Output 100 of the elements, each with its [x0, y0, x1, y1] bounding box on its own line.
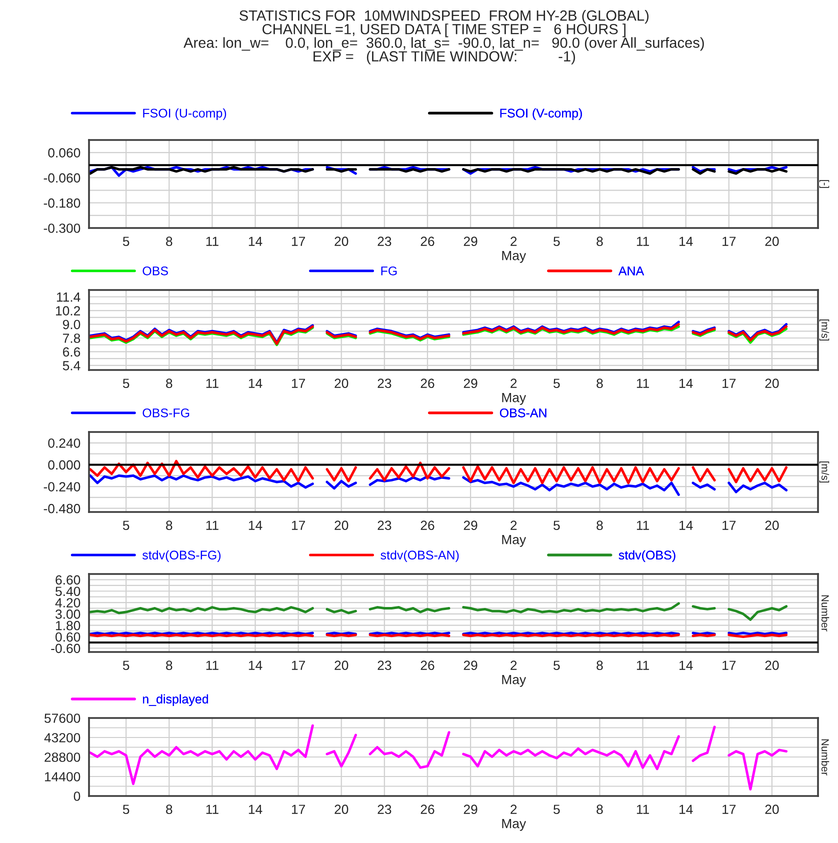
chart-title: STATISTICS FOR 10MWINDSPEED FROM HY-2B (GLOBAL) CHANNEL =1, USED DATA [ TIME STEP = 6 HOURS ] Area: lon_w= 0.0, lon_e= 360.0, lat_s= -90.0, lat_n= 90.0 (over All_surfaces) EXP = (LAST TIME WINDOW: -1)	[184, 10, 704, 64]
x-tick-label: 17	[292, 660, 305, 670]
y-tick-label: 57600	[44, 714, 80, 723]
legend-label: stdv(OBS-AN)	[380, 550, 459, 562]
x-tick-label: 20	[765, 804, 779, 814]
y-axis-title: Number	[821, 739, 830, 776]
x-tick-label: 17	[722, 520, 736, 530]
x-tick-label: 29	[464, 236, 478, 246]
x-tick-label: 20	[765, 660, 779, 670]
y-axis-title: [m/s]	[819, 461, 830, 483]
y-tick-label: 3.00	[55, 610, 80, 619]
x-tick-label: 11	[206, 236, 218, 246]
x-tick-label: 5	[554, 804, 560, 814]
y-tick-label: -0.60	[51, 644, 80, 654]
x-tick-label: 11	[636, 804, 649, 814]
y-axis-title: [-]	[819, 180, 830, 188]
y-tick-label: 0	[74, 792, 80, 801]
x-tick-label: 23	[378, 378, 392, 388]
x-tick-label: 11	[206, 660, 218, 670]
legend-label: FSOI (V-comp)	[500, 108, 582, 120]
y-tick-label: 5.4	[62, 361, 80, 370]
y-tick-label: 43200	[44, 733, 80, 742]
y-tick-label: -0.480	[44, 504, 80, 514]
y-tick-label: 11.4	[56, 292, 80, 302]
x-tick-label: 20	[334, 804, 348, 814]
y-tick-label: -0.300	[44, 224, 80, 233]
x-tick-label: 17	[292, 520, 305, 530]
x-tick-label: 11	[636, 520, 649, 530]
x-tick-label: 26	[420, 660, 434, 670]
x-tick-label: 11	[206, 804, 218, 814]
y-tick-label: 14400	[44, 772, 80, 782]
x-tick-label: 8	[166, 236, 172, 246]
y-tick-label: -0.240	[44, 482, 80, 492]
x-tick-label: 14	[680, 378, 693, 388]
x-tick-label: 8	[166, 804, 172, 814]
x-tick-label: 5	[122, 236, 130, 246]
x-tick-label: 20	[765, 236, 779, 246]
y-tick-label: 7.8	[63, 334, 80, 343]
x-tick-label: 20	[765, 378, 779, 388]
x-tick-label: 8	[596, 660, 603, 670]
x-tick-label: 5	[554, 660, 560, 670]
x-tick-label: 29	[464, 520, 478, 530]
x-tick-label: 2 May	[502, 520, 526, 547]
x-tick-label: 17	[722, 660, 736, 670]
x-tick-label: 14	[680, 660, 693, 670]
x-tick-label: 5	[554, 378, 560, 388]
x-tick-label: 5	[122, 520, 130, 530]
x-tick-label: 14	[680, 520, 693, 530]
x-tick-label: 20	[334, 236, 348, 246]
y-tick-label: 6.6	[62, 347, 80, 357]
x-tick-label: 23	[378, 236, 392, 246]
legend-label: stdv(OBS)	[618, 550, 676, 562]
x-tick-label: 20	[334, 378, 348, 388]
x-tick-label: 29	[464, 378, 478, 388]
y-tick-label: 4.20	[55, 598, 80, 608]
x-tick-label: 17	[292, 236, 305, 246]
x-tick-label: 14	[680, 804, 693, 814]
x-tick-label: 8	[596, 378, 603, 388]
x-tick-label: 5	[554, 520, 560, 530]
x-tick-label: 23	[378, 660, 392, 670]
x-tick-label: 14	[248, 660, 262, 670]
x-tick-label: 26	[420, 520, 434, 530]
x-tick-label: 29	[464, 660, 478, 670]
x-tick-label: 2 May	[502, 236, 526, 263]
legend-label: FSOI (U-comp)	[143, 108, 226, 120]
x-tick-label: 23	[378, 804, 392, 814]
x-tick-label: 5	[122, 378, 130, 388]
x-tick-label: 17	[292, 804, 305, 814]
x-tick-label: 11	[206, 378, 218, 388]
y-tick-label: 10.2	[56, 306, 80, 316]
x-tick-label: 26	[420, 378, 434, 388]
y-tick-label: -0.060	[44, 173, 80, 183]
y-tick-label: 9.0	[62, 320, 80, 330]
x-tick-label: 2 May	[502, 660, 526, 687]
x-tick-label: 8	[166, 660, 172, 670]
x-tick-label: 8	[166, 520, 172, 530]
legend-label: n_displayed	[142, 694, 208, 706]
y-tick-label: 5.40	[56, 586, 80, 596]
x-tick-label: 14	[248, 236, 262, 246]
legend-label: ANA	[618, 266, 644, 276]
x-tick-label: 17	[722, 236, 736, 246]
y-tick-label: 0.60	[56, 632, 80, 642]
x-tick-label: 8	[596, 236, 603, 246]
legend-label: OBS-FG	[142, 408, 190, 418]
y-axis-title: Number	[821, 595, 830, 632]
y-tick-label: -0.180	[44, 198, 80, 208]
x-tick-label: 11	[636, 236, 649, 246]
x-tick-label: 23	[378, 520, 392, 530]
x-tick-label: 2 May	[502, 378, 526, 405]
x-tick-label: 17	[292, 378, 305, 388]
x-tick-label: 29	[464, 804, 478, 814]
legend-label: FG	[381, 266, 397, 276]
x-tick-label: 2 May	[502, 804, 526, 831]
x-tick-label: 20	[765, 520, 779, 530]
legend-label: OBS	[142, 266, 168, 276]
x-tick-label: 20	[334, 660, 348, 670]
x-tick-label: 26	[420, 804, 434, 814]
x-tick-label: 11	[206, 520, 218, 530]
y-tick-label: 0.240	[48, 438, 80, 448]
x-tick-label: 17	[722, 378, 736, 388]
